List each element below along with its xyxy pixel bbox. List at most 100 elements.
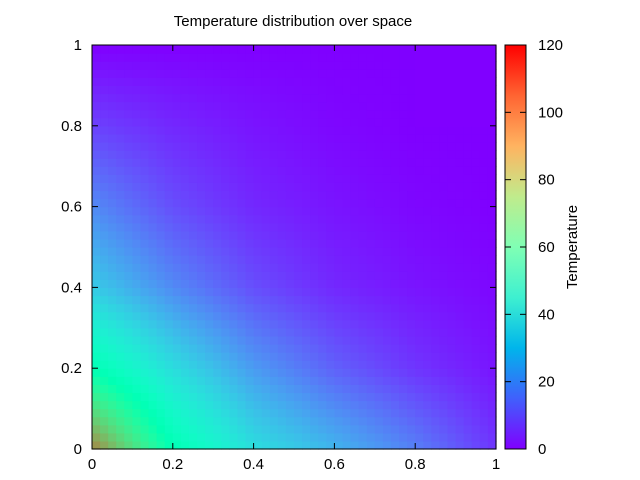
heat-cell [431, 432, 441, 442]
heat-cell [447, 45, 457, 54]
heat-cell [172, 150, 182, 159]
heat-cell [132, 376, 142, 385]
heat-cell [415, 432, 424, 442]
heat-cell [423, 392, 432, 402]
heat-cell [350, 424, 360, 434]
heat-cell [213, 247, 222, 256]
heat-cell [205, 125, 214, 135]
heat-cell [350, 206, 360, 216]
heat-cell [358, 271, 368, 280]
heat-cell [100, 255, 109, 264]
heat-cell [479, 141, 489, 151]
heat-cell [221, 190, 230, 200]
heat-cell [221, 238, 230, 248]
heat-cell [423, 279, 432, 288]
heat-cell [374, 182, 384, 192]
heat-cell [439, 279, 449, 288]
heat-cell [205, 166, 214, 175]
heat-cell [350, 263, 360, 272]
heat-cell [399, 125, 408, 135]
heat-cell [269, 206, 279, 216]
heat-cell [237, 384, 247, 394]
heat-cell [294, 61, 303, 70]
heat-cell [140, 424, 150, 434]
heat-cell [148, 279, 158, 288]
heat-cell [156, 303, 166, 313]
heat-cell [407, 93, 416, 103]
heat-cell [245, 247, 255, 256]
heat-cell [197, 158, 206, 167]
heat-cell [334, 303, 344, 313]
heat-cell [326, 150, 335, 159]
heat-cell [366, 360, 376, 369]
heat-cell [431, 125, 441, 135]
heat-cell [172, 141, 182, 151]
heat-cell [374, 109, 384, 119]
heat-cell [156, 400, 166, 410]
heat-cell [188, 279, 198, 288]
heat-cell [156, 53, 166, 62]
heat-cell [487, 61, 497, 70]
heat-cell [415, 125, 424, 135]
heat-cell [302, 271, 311, 280]
heat-cell [358, 53, 368, 62]
heat-cell [213, 352, 222, 361]
heat-cell [277, 69, 287, 78]
heat-cell [172, 279, 182, 288]
heat-cell [124, 247, 133, 256]
heat-cell [221, 440, 230, 450]
heat-cell [374, 53, 384, 62]
heat-cell [108, 319, 117, 329]
heat-cell [261, 416, 271, 426]
heat-cell [132, 408, 142, 418]
heat-cell [132, 352, 142, 361]
heat-cell [92, 198, 101, 208]
heat-cell [140, 400, 150, 410]
heat-cell [100, 85, 109, 95]
heat-cell [487, 214, 497, 224]
heat-cell [269, 279, 279, 288]
heat-cell [366, 174, 376, 183]
heat-cell [221, 230, 230, 240]
heat-cell [92, 53, 101, 62]
heat-cell [302, 150, 311, 159]
heat-cell [463, 295, 473, 305]
heat-cell [342, 45, 352, 54]
heat-cell [310, 247, 319, 256]
heat-cell [423, 190, 432, 200]
heat-cell [253, 238, 263, 248]
heat-cell [277, 287, 287, 297]
heat-cell [294, 408, 303, 418]
heat-cell [188, 384, 198, 394]
heat-cell [366, 109, 376, 119]
heat-cell [172, 295, 182, 305]
heat-cell [180, 222, 190, 232]
heat-cell [124, 295, 133, 305]
heat-cell [310, 214, 319, 224]
heat-cell [116, 279, 125, 288]
heat-cell [374, 319, 384, 329]
heat-cell [390, 93, 400, 103]
heat-cell [455, 222, 465, 232]
heat-cell [447, 117, 457, 127]
colorbar-tick-label: 60 [538, 239, 555, 256]
heat-cell [366, 166, 376, 175]
heat-cell [407, 311, 416, 321]
heat-cell [471, 125, 481, 135]
heat-cell [124, 416, 133, 426]
heat-cell [100, 238, 109, 248]
heat-cell [124, 133, 133, 143]
heat-cell [463, 311, 473, 321]
heat-cell [261, 93, 271, 103]
heat-cell [148, 198, 158, 208]
heat-cell [423, 45, 432, 54]
heat-cell [269, 158, 279, 167]
heat-cell [261, 287, 271, 297]
heat-cell [116, 424, 125, 434]
heat-cell [326, 117, 335, 127]
heat-cell [188, 61, 198, 70]
heat-cell [374, 384, 384, 394]
heat-cell [148, 327, 158, 337]
heat-cell [358, 368, 368, 377]
heat-cell [213, 222, 222, 232]
